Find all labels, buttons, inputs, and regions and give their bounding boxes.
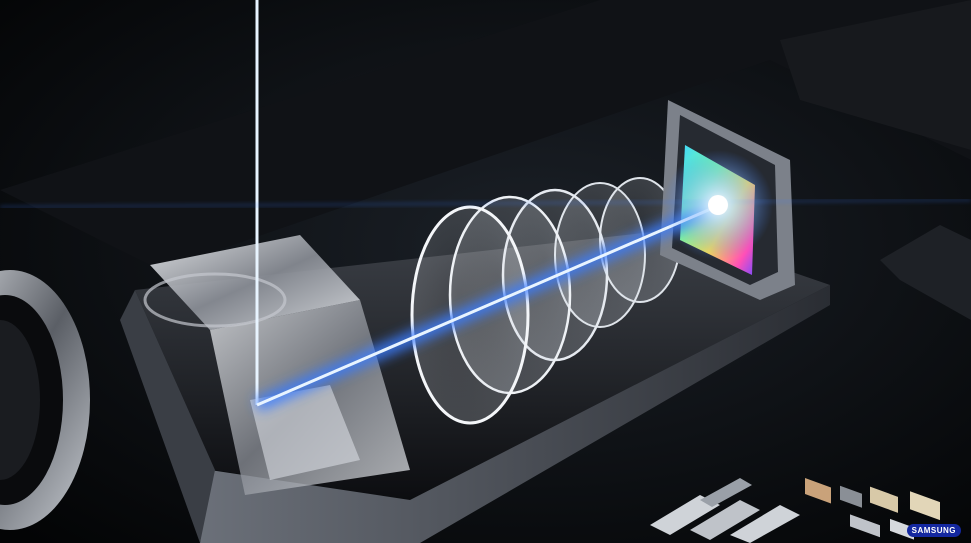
module-housing-wall-left xyxy=(120,290,215,543)
camera-lens-ring xyxy=(0,270,90,530)
lens-flare-core xyxy=(708,195,728,215)
light-beam xyxy=(0,0,971,412)
upper-right-plate xyxy=(780,0,971,150)
samsung-watermark-logo: SAMSUNG xyxy=(906,524,961,537)
circuit-components xyxy=(805,225,971,540)
beam-streak xyxy=(0,199,971,208)
chip-package xyxy=(880,225,971,320)
beam-horizontal-core xyxy=(256,203,721,407)
prism-facet xyxy=(250,385,360,480)
prism-lens-ring xyxy=(143,272,287,328)
connector-pins xyxy=(650,478,800,543)
module-housing-wall-front xyxy=(200,285,830,543)
phone-body-plate xyxy=(0,0,971,270)
